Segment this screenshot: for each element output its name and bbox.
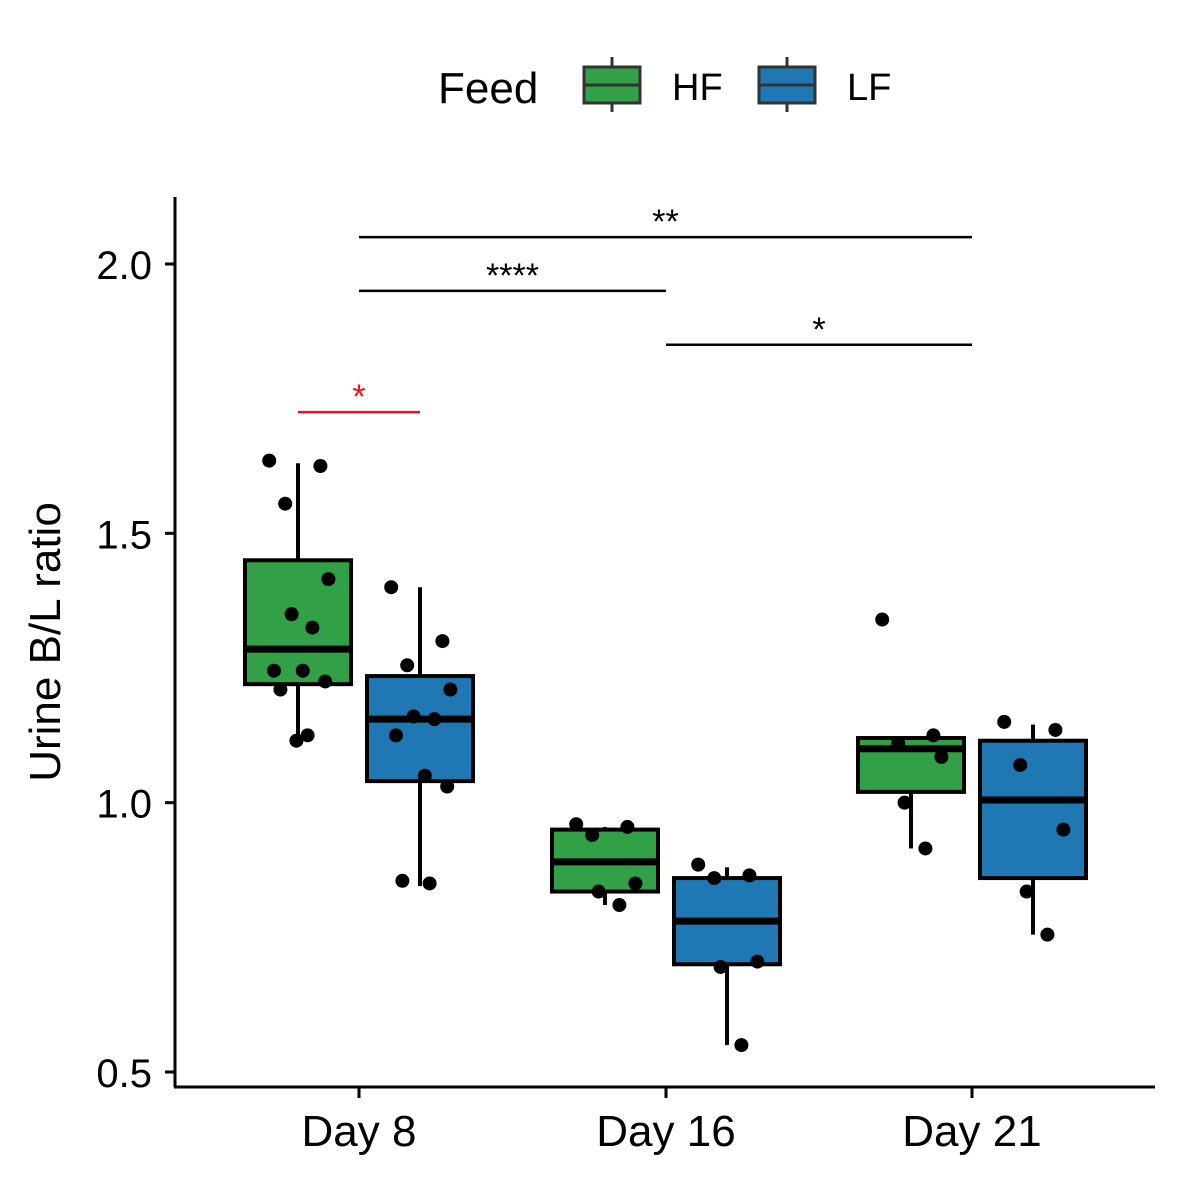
data-point [262,453,277,468]
data-point [691,857,706,872]
data-point [318,674,333,689]
data-point [284,607,299,622]
data-point [305,620,320,635]
y-tick-label: 1.5 [96,513,152,557]
data-point [1013,757,1028,772]
box-hf-day-21 [856,736,966,849]
data-point [918,841,933,856]
x-tick-label: Day 8 [302,1107,417,1156]
significance-brackets: ******** [298,203,972,416]
data-point [585,827,600,842]
y-axis-label: Urine B/L ratio [21,502,70,782]
y-tick-label: 1.0 [96,783,152,827]
legend-key-lf [757,57,817,112]
box-lf-day-8 [365,587,475,887]
box-body [978,738,1088,881]
data-point [443,682,458,697]
legend-label-lf: LF [847,67,891,109]
data-point [389,728,403,743]
y-tick-label: 0.5 [96,1052,152,1096]
data-point [569,817,584,832]
data-point [321,572,336,587]
data-point [384,580,399,595]
data-point [289,733,304,748]
box-body [365,674,475,784]
data-point [435,634,450,649]
x-ticks: Day 8 Day 16 Day 21 [302,1087,1042,1156]
data-point [440,779,455,794]
data-point [300,728,315,743]
data-point [273,682,288,697]
data-point [1040,927,1055,942]
jitter-points [262,453,1071,1053]
data-point [926,728,941,743]
data-point [1019,884,1034,899]
box-lf-day-16 [672,867,782,1046]
box-series [243,463,1088,1046]
data-point [267,663,281,678]
data-point [891,736,906,751]
data-point [278,496,293,511]
data-point [313,459,328,473]
data-point [417,768,432,783]
data-point [400,658,415,673]
y-tick-label: 2.0 [96,244,152,288]
y-ticks: 0.5 1.0 1.5 2.0 [96,244,175,1096]
significance-label: * [812,311,825,349]
data-point [422,876,437,891]
data-point [734,1038,749,1053]
legend: Feed HF LF [438,57,891,113]
data-point [997,714,1012,729]
data-point [1048,722,1063,737]
x-tick-label: Day 16 [596,1107,735,1156]
data-point [591,884,606,899]
data-point [295,663,310,678]
legend-label-hf: HF [672,67,723,109]
legend-title: Feed [438,64,538,113]
data-point [875,612,890,627]
data-point [750,954,765,969]
data-point [1056,822,1071,837]
data-point [707,871,722,886]
data-point [395,873,410,888]
data-point [742,868,757,883]
significance-label: * [352,378,365,416]
data-point [612,898,627,913]
box-lf-day-21 [978,724,1088,935]
data-point [620,819,635,834]
data-point [628,876,643,891]
data-point [406,709,421,724]
legend-key-hf [582,57,642,112]
data-point [713,959,728,974]
significance-label: **** [486,257,539,295]
data-point [427,712,442,727]
data-point [897,795,912,810]
significance-label: ** [652,203,678,241]
box-hf-day-8 [243,463,353,739]
x-tick-label: Day 21 [902,1107,1041,1156]
data-point [934,749,949,764]
